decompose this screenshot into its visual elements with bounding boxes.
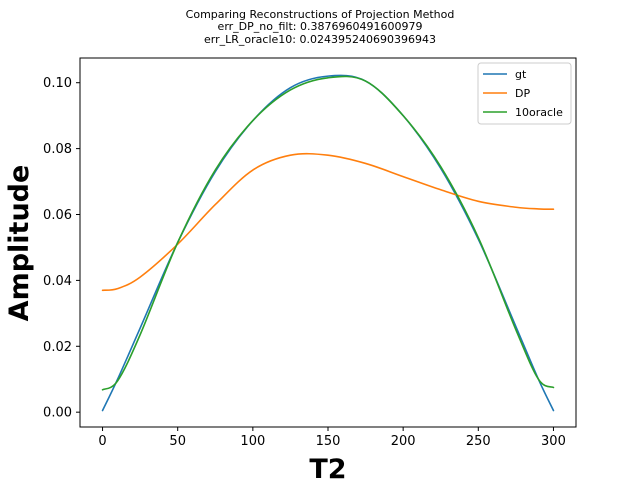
y-tick-label: 0.06 — [43, 208, 72, 223]
x-axis: 0 50 100 150 200 250 300 — [98, 427, 566, 449]
y-tick-label: 0.02 — [43, 340, 72, 355]
series-line-DP — [101, 152, 555, 292]
y-tick-label: 0.08 — [43, 142, 72, 157]
chart-title-line-1: Comparing Reconstructions of Projection … — [186, 8, 455, 21]
x-tick-label: 250 — [466, 434, 491, 449]
legend: gt DP 10oracle — [477, 62, 572, 125]
x-tick-label: 150 — [316, 434, 341, 449]
y-axis-label: Amplitude — [4, 165, 35, 322]
y-tick-label: 0.00 — [43, 406, 72, 421]
legend-label-DP: DP — [515, 87, 530, 100]
chart-title-line-2: err_DP_no_filt: 0.3876960491600979 — [218, 20, 423, 33]
x-tick-label: 50 — [169, 434, 186, 449]
chart-title-line-3: err_LR_oracle10: 0.024395240690396943 — [204, 33, 436, 46]
legend-box — [477, 62, 572, 125]
x-tick-label: 300 — [541, 434, 566, 449]
y-axis: 0.00 0.02 0.04 0.06 0.08 0.10 — [43, 76, 80, 421]
legend-label-10oracle: 10oracle — [515, 106, 563, 119]
legend-label-gt: gt — [515, 68, 527, 81]
x-axis-label: T2 — [309, 454, 346, 480]
x-tick-label: 0 — [98, 434, 106, 449]
y-tick-label: 0.10 — [43, 76, 72, 91]
x-tick-label: 100 — [240, 434, 265, 449]
y-tick-label: 0.04 — [43, 274, 72, 289]
series-layer — [101, 74, 555, 412]
series-line-10oracle — [101, 75, 555, 391]
x-tick-label: 200 — [391, 434, 416, 449]
